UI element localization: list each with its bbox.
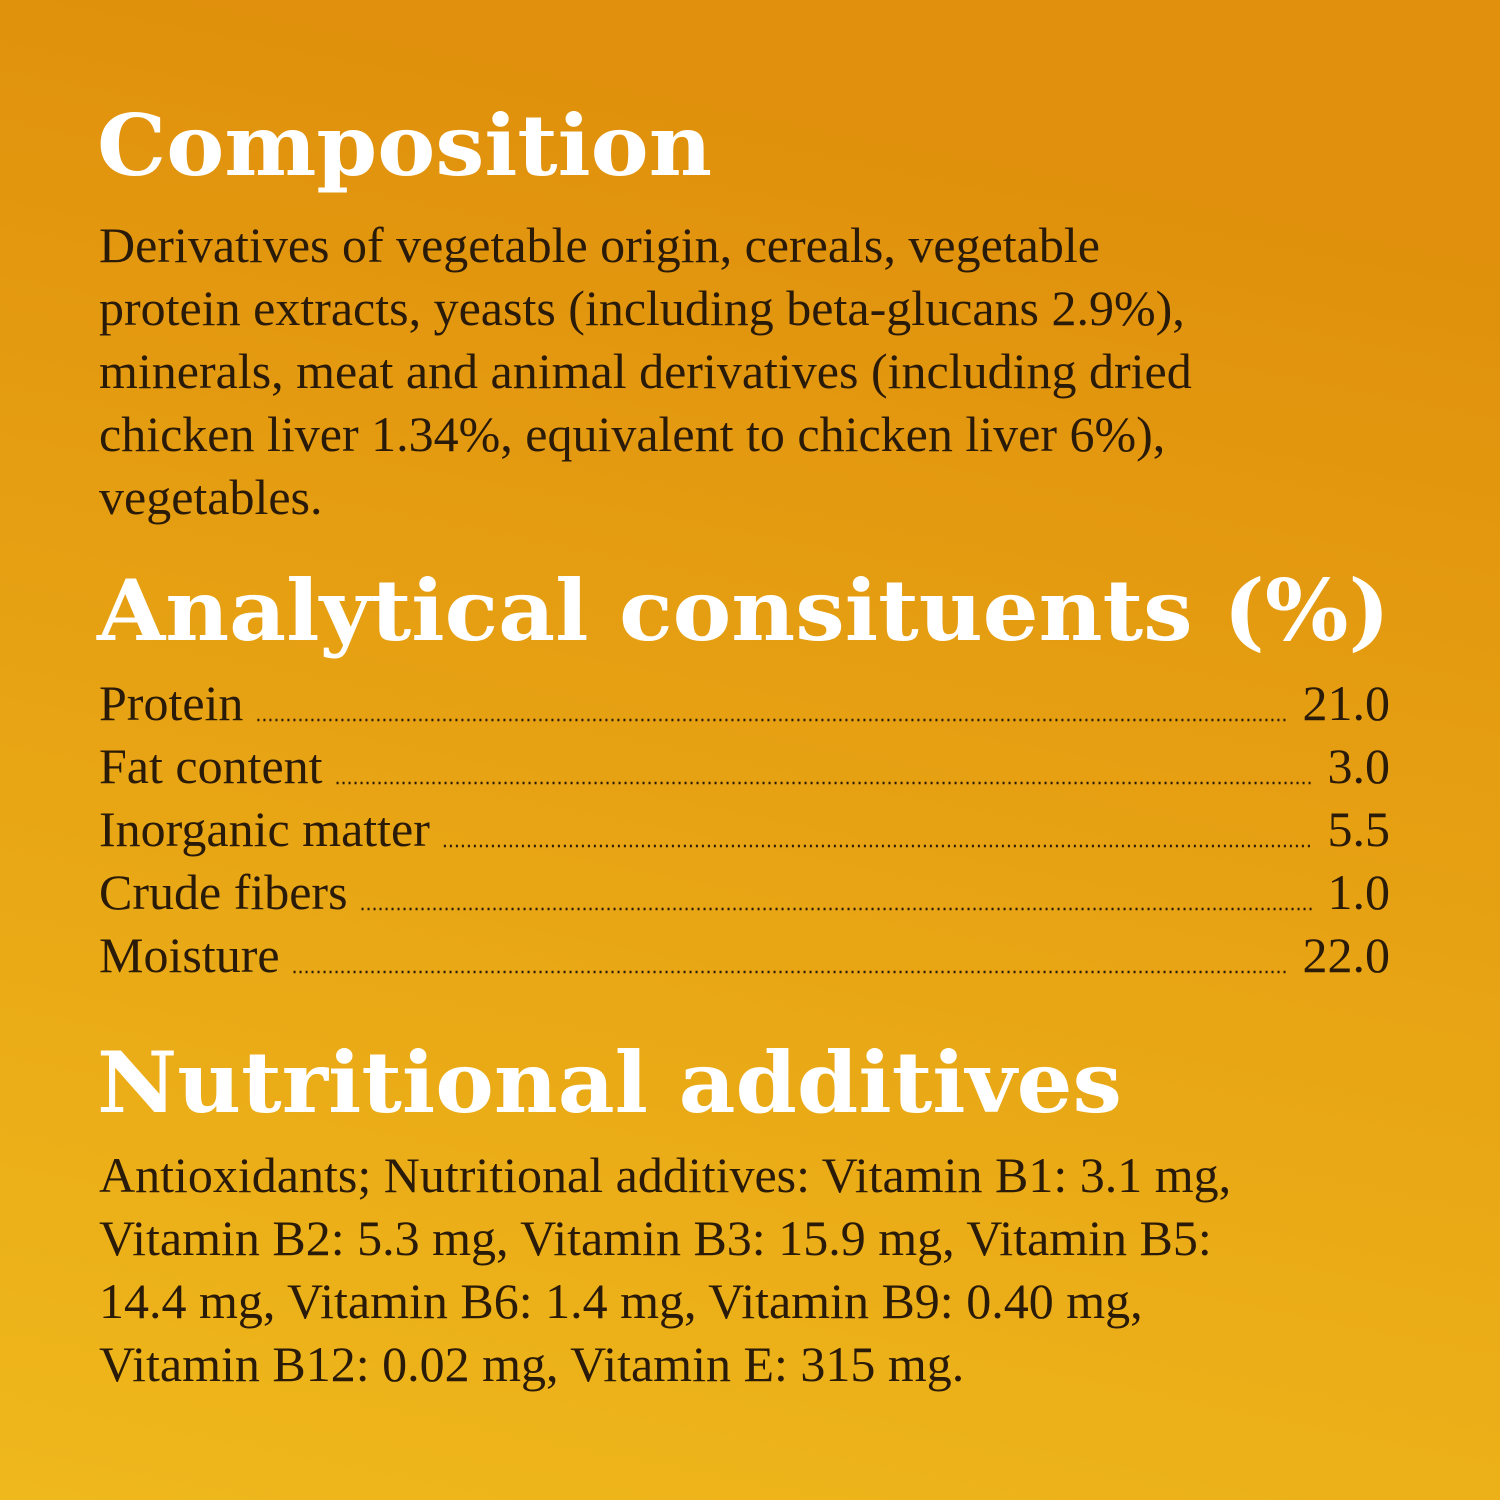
body-line: Vitamin B2: 5.3 mg, Vitamin B3: 15.9 mg,… bbox=[99, 1210, 1212, 1266]
body-line: protein extracts, yeasts (including beta… bbox=[99, 280, 1185, 336]
row-value: 5.5 bbox=[1328, 801, 1391, 857]
heading: Analytical consituents (%) bbox=[96, 561, 1390, 660]
body-line: Vitamin B12: 0.02 mg, Vitamin E: 315 mg. bbox=[99, 1336, 964, 1392]
row-label: Moisture bbox=[99, 927, 280, 983]
row-value: 21.0 bbox=[1303, 675, 1391, 731]
row-value: 22.0 bbox=[1303, 927, 1391, 983]
body-line: Antioxidants; Nutritional additives: Vit… bbox=[99, 1147, 1231, 1203]
row-label: Inorganic matter bbox=[99, 801, 430, 857]
row-value: 1.0 bbox=[1328, 864, 1391, 920]
heading: Composition bbox=[97, 96, 712, 195]
heading: Nutritional additives bbox=[97, 1033, 1122, 1132]
row-value: 3.0 bbox=[1328, 738, 1391, 794]
body-line: vegetables. bbox=[99, 469, 323, 525]
body-line: 14.4 mg, Vitamin B6: 1.4 mg, Vitamin B9:… bbox=[99, 1273, 1143, 1329]
row-label: Crude fibers bbox=[99, 864, 348, 920]
body-line: Derivatives of vegetable origin, cereals… bbox=[99, 217, 1100, 273]
row-label: Protein bbox=[99, 675, 243, 731]
body-line: minerals, meat and animal derivatives (i… bbox=[99, 343, 1192, 399]
row-label: Fat content bbox=[99, 738, 323, 794]
body-line: chicken liver 1.34%, equivalent to chick… bbox=[99, 406, 1165, 462]
